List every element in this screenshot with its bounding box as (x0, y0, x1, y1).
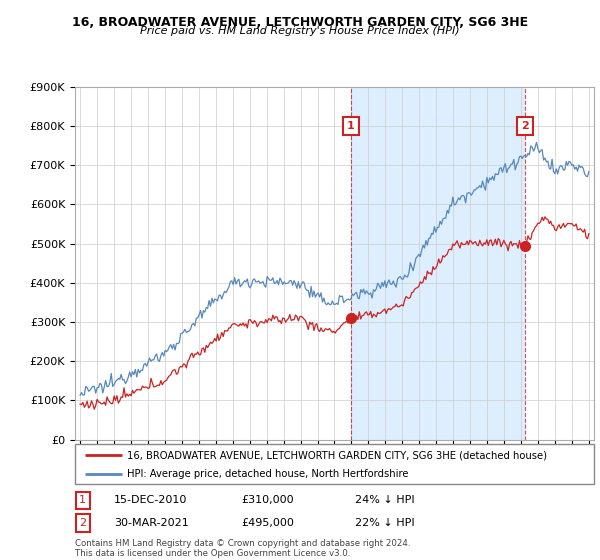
Bar (351, 87, 525, 440)
Text: 2: 2 (79, 518, 86, 528)
Text: 1: 1 (79, 495, 86, 505)
Text: 16, BROADWATER AVENUE, LETCHWORTH GARDEN CITY, SG6 3HE (detached house): 16, BROADWATER AVENUE, LETCHWORTH GARDEN… (127, 450, 547, 460)
Text: 16, BROADWATER AVENUE, LETCHWORTH GARDEN CITY, SG6 3HE: 16, BROADWATER AVENUE, LETCHWORTH GARDEN… (72, 16, 528, 29)
Text: 22% ↓ HPI: 22% ↓ HPI (355, 518, 415, 528)
Text: 24% ↓ HPI: 24% ↓ HPI (355, 495, 415, 505)
Text: £495,000: £495,000 (241, 518, 294, 528)
Text: 30-MAR-2021: 30-MAR-2021 (114, 518, 188, 528)
Text: 15-DEC-2010: 15-DEC-2010 (114, 495, 187, 505)
Text: Price paid vs. HM Land Registry's House Price Index (HPI): Price paid vs. HM Land Registry's House … (140, 26, 460, 36)
FancyBboxPatch shape (75, 444, 594, 484)
Text: Contains HM Land Registry data © Crown copyright and database right 2024.
This d: Contains HM Land Registry data © Crown c… (75, 539, 410, 558)
Text: HPI: Average price, detached house, North Hertfordshire: HPI: Average price, detached house, Nort… (127, 469, 409, 479)
Text: 1: 1 (347, 121, 355, 131)
Text: £310,000: £310,000 (241, 495, 294, 505)
Text: 2: 2 (521, 121, 529, 131)
